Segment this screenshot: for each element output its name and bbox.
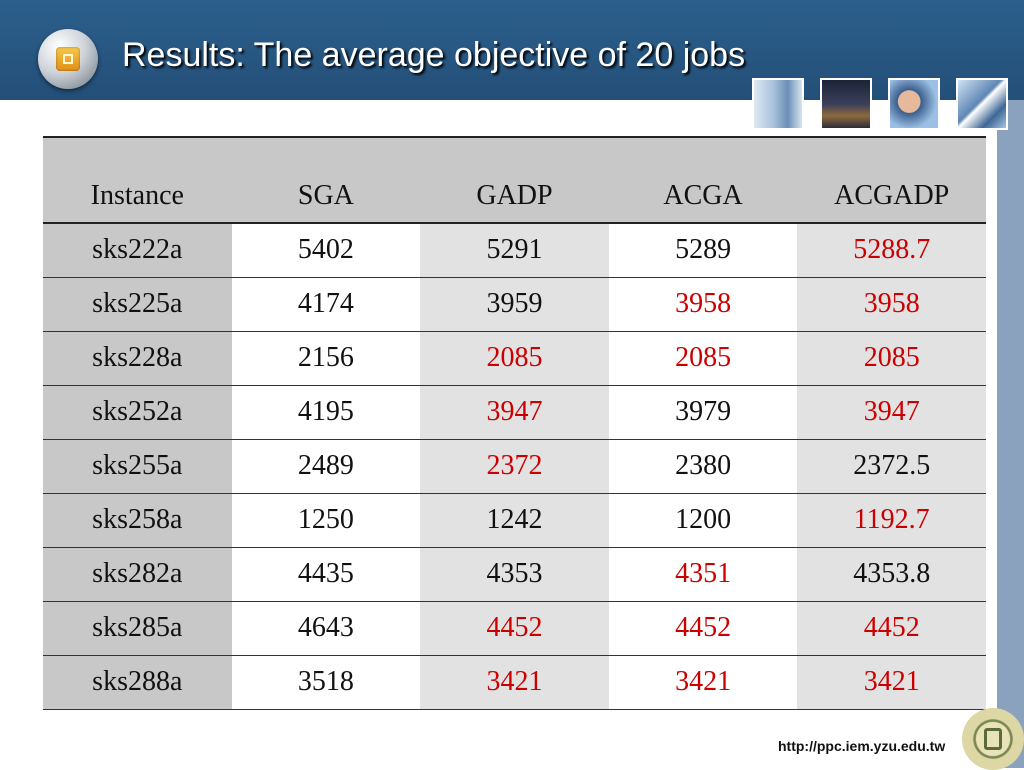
instance-cell: sks228a <box>43 331 232 385</box>
value-cell: 3958 <box>797 277 986 331</box>
value-cell: 4452 <box>608 601 798 655</box>
building-photo-thumbnail <box>752 78 804 130</box>
value-cell: 4435 <box>231 547 421 601</box>
value-cell: 3947 <box>420 385 609 439</box>
table-row: sks255a 2489 2372 2380 2372.5 <box>43 439 986 493</box>
city-night-photo-thumbnail <box>820 78 872 130</box>
value-cell: 2489 <box>231 439 421 493</box>
instance-cell: sks255a <box>43 439 232 493</box>
instance-cell: sks258a <box>43 493 232 547</box>
column-header-sga: SGA <box>231 136 421 224</box>
table-row: sks282a 4435 4353 4351 4353.8 <box>43 547 986 601</box>
value-cell: 2372.5 <box>797 439 986 493</box>
value-cell: 1242 <box>420 493 609 547</box>
value-cell: 4195 <box>231 385 421 439</box>
column-header-acgadp: ACGADP <box>797 136 986 224</box>
instance-cell: sks285a <box>43 601 232 655</box>
value-cell: 3518 <box>231 655 421 709</box>
value-cell: 1192.7 <box>797 493 986 547</box>
value-cell: 2156 <box>231 331 421 385</box>
results-table: Instance SGA GADP ACGA ACGADP sks222a 540… <box>43 136 986 710</box>
slide-title: Results: The average objective of 20 job… <box>122 36 746 74</box>
value-cell: 5291 <box>420 223 609 277</box>
side-band <box>997 100 1024 768</box>
value-cell: 3958 <box>608 277 798 331</box>
instance-cell: sks282a <box>43 547 232 601</box>
university-seal-icon <box>962 708 1024 770</box>
table-row: sks225a 4174 3959 3958 3958 <box>43 277 986 331</box>
value-cell: 4452 <box>797 601 986 655</box>
value-cell: 4174 <box>231 277 421 331</box>
value-cell: 3979 <box>608 385 798 439</box>
value-cell: 4351 <box>608 547 798 601</box>
table-row: sks258a 1250 1242 1200 1192.7 <box>43 493 986 547</box>
instance-cell: sks225a <box>43 277 232 331</box>
value-cell: 3959 <box>420 277 609 331</box>
value-cell: 3421 <box>420 655 609 709</box>
table-row: sks228a 2156 2085 2085 2085 <box>43 331 986 385</box>
value-cell: 4353 <box>420 547 609 601</box>
value-cell: 3947 <box>797 385 986 439</box>
value-cell: 1200 <box>608 493 798 547</box>
value-cell: 2085 <box>608 331 798 385</box>
phone-call-photo-thumbnail <box>888 78 940 130</box>
column-header-acga: ACGA <box>608 136 798 224</box>
table-row: sks252a 4195 3947 3979 3947 <box>43 385 986 439</box>
value-cell: 2372 <box>420 439 609 493</box>
table-body: sks222a 5402 5291 5289 5288.7 sks225a 4174 3959… <box>43 223 986 709</box>
instance-cell: sks222a <box>43 223 232 277</box>
value-cell: 2085 <box>420 331 609 385</box>
value-cell: 5288.7 <box>797 223 986 277</box>
logo-square-icon <box>56 47 80 71</box>
instance-cell: sks252a <box>43 385 232 439</box>
slide-logo-icon <box>38 29 98 89</box>
value-cell: 1250 <box>231 493 421 547</box>
column-header-gadp: GADP <box>420 136 609 224</box>
table-row: sks285a 4643 4452 4452 4452 <box>43 601 986 655</box>
instance-cell: sks288a <box>43 655 232 709</box>
skyscraper-photo-thumbnail <box>956 78 1008 130</box>
value-cell: 5402 <box>231 223 421 277</box>
value-cell: 3421 <box>608 655 798 709</box>
value-cell: 4353.8 <box>797 547 986 601</box>
value-cell: 5289 <box>608 223 798 277</box>
value-cell: 2380 <box>608 439 798 493</box>
table-header-row: Instance SGA GADP ACGA ACGADP <box>43 136 986 224</box>
column-header-instance: Instance <box>43 136 232 224</box>
value-cell: 4452 <box>420 601 609 655</box>
table-row: sks222a 5402 5291 5289 5288.7 <box>43 223 986 277</box>
value-cell: 2085 <box>797 331 986 385</box>
value-cell: 4643 <box>231 601 421 655</box>
footer-url: http://ppc.iem.yzu.edu.tw <box>778 738 946 754</box>
table-row: sks288a 3518 3421 3421 3421 <box>43 655 986 709</box>
value-cell: 3421 <box>797 655 986 709</box>
